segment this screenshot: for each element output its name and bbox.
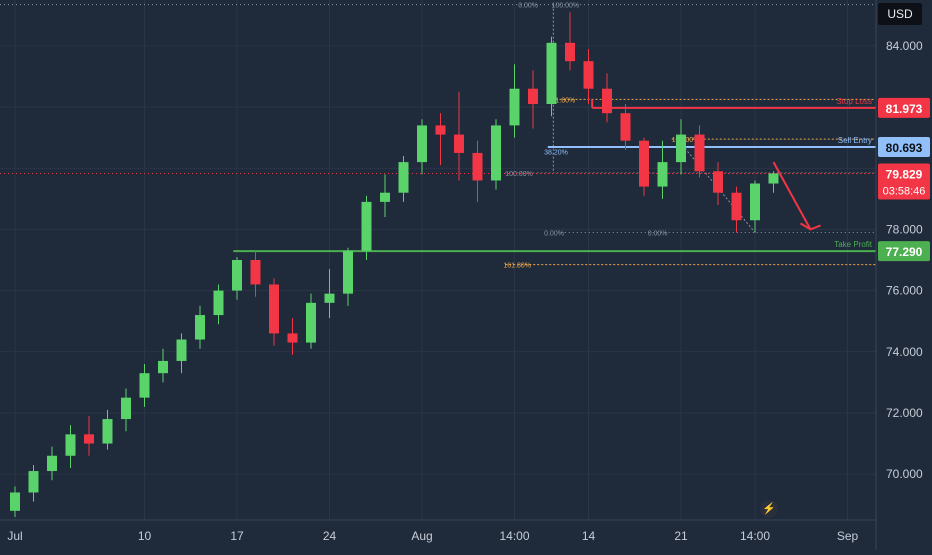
candle-body — [528, 88, 538, 104]
candle-body — [565, 42, 575, 62]
x-tick-label: Aug — [411, 529, 432, 543]
level-name: Stop Loss — [836, 97, 872, 106]
fib-label: 0.00% — [544, 230, 564, 237]
x-tick-label: 10 — [138, 529, 152, 543]
y-tick-label: 76.000 — [886, 284, 923, 298]
candle-body — [195, 315, 205, 340]
last-price-tag — [878, 163, 930, 200]
candle-body — [657, 162, 668, 187]
x-tick-label: 14:00 — [499, 529, 529, 543]
x-tick-label: 17 — [230, 529, 244, 543]
candle-body — [28, 471, 39, 493]
candle-body — [65, 434, 76, 456]
candle-body — [139, 373, 150, 398]
price-tag-label: 81.973 — [886, 102, 923, 116]
price-tag — [878, 241, 930, 262]
candle-body — [713, 171, 723, 193]
price-levels: Stop Loss 81.973 Sell Entry 80.693 Take Prof… — [0, 97, 930, 262]
fib-label: 61.80% — [552, 97, 576, 104]
currency-label[interactable]: USD — [878, 3, 922, 25]
y-tick-label: 72.000 — [886, 406, 923, 420]
candle-body — [676, 134, 686, 163]
price-tag — [878, 137, 930, 158]
y-tick-label: 74.000 — [886, 345, 923, 359]
countdown-label: 03:58:46 — [883, 185, 926, 197]
candle-body — [84, 434, 94, 444]
candle-body — [232, 260, 242, 291]
level-name: Sell Entry — [838, 136, 872, 145]
candle-body — [491, 125, 501, 181]
fib-label: 100.00% — [505, 171, 533, 178]
candle-body — [269, 284, 279, 334]
candle-body — [509, 88, 520, 126]
candle-body — [546, 42, 557, 104]
candle-body — [324, 293, 335, 303]
candle-body — [361, 201, 372, 251]
lightning-icon: ⚡ — [760, 500, 778, 518]
candlesticks — [10, 12, 779, 517]
candle-body — [102, 419, 113, 444]
candle-body — [47, 455, 57, 472]
candle-body — [158, 360, 168, 374]
price-tag-label: 80.693 — [886, 141, 923, 155]
x-tick-label: Jul — [7, 529, 22, 543]
candle-body — [694, 134, 705, 172]
candle-body — [731, 192, 742, 221]
level-name: Take Profit — [834, 240, 873, 249]
projection-arrow — [772, 161, 821, 231]
candle-body — [750, 183, 760, 221]
candle-body — [583, 61, 594, 89]
x-tick-label: 21 — [674, 529, 688, 543]
candle-body — [620, 113, 631, 141]
fib-label: 0.00% — [648, 230, 668, 237]
x-tick-label: 14:00 — [740, 529, 770, 543]
fib-label: 161.80% — [503, 263, 531, 270]
fib-label: 100.00% — [552, 3, 580, 10]
candle-body — [380, 192, 390, 202]
arrow-head — [799, 222, 821, 231]
candle-body — [121, 397, 131, 420]
candle-body — [435, 125, 446, 135]
candle-body — [176, 339, 187, 361]
candle-body — [472, 152, 483, 181]
grid — [0, 0, 876, 520]
price-tag-label: 77.290 — [886, 245, 923, 259]
x-tick-label: Sep — [837, 529, 859, 543]
price-tag — [878, 97, 930, 118]
fib-label: 38.20% — [544, 149, 568, 156]
candle-body — [398, 162, 409, 193]
y-tick-label: 78.000 — [886, 222, 923, 236]
candle-body — [602, 88, 612, 114]
fib-label: 0.00% — [518, 3, 538, 10]
y-tick-label: 84.000 — [886, 39, 923, 53]
candle-body — [287, 333, 298, 343]
x-tick-label: 24 — [323, 529, 337, 543]
y-tick-label: 70.000 — [886, 467, 923, 481]
candle-body — [768, 173, 779, 184]
candle-body — [454, 134, 464, 153]
candle-body — [639, 140, 649, 187]
x-tick-label: 14 — [582, 529, 596, 543]
candle-body — [417, 125, 427, 163]
candle-body — [10, 492, 20, 511]
candle-body — [250, 260, 261, 285]
candle-body — [343, 250, 353, 294]
candle-body — [213, 290, 224, 316]
last-price-label: 79.829 — [886, 167, 923, 181]
arrow-shaft — [772, 161, 812, 230]
candle-body — [306, 302, 316, 343]
